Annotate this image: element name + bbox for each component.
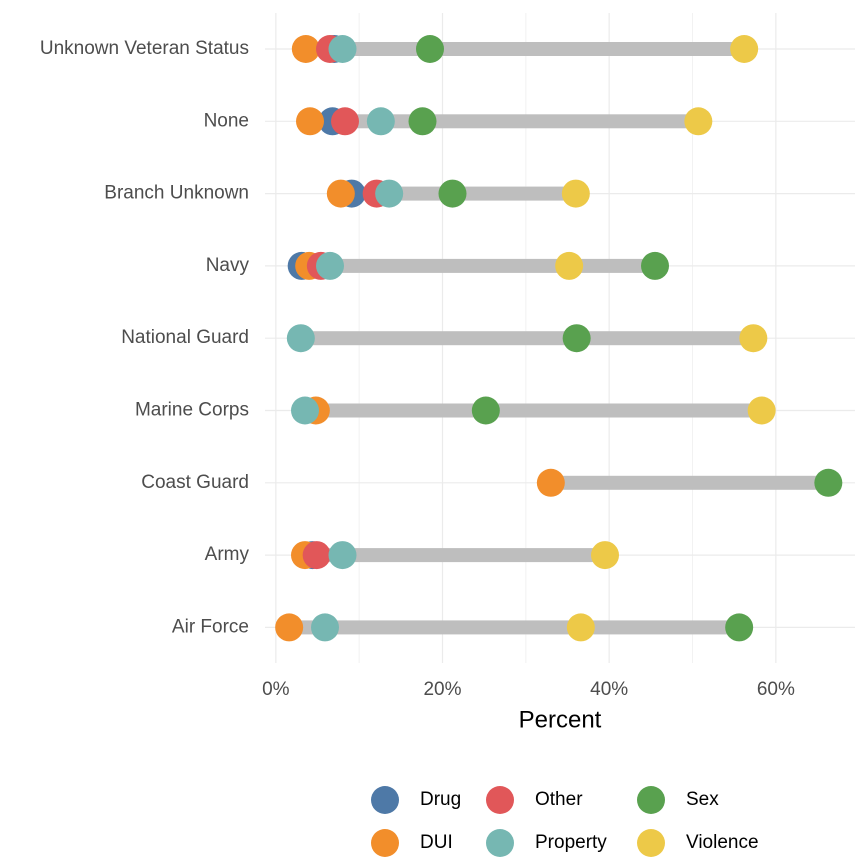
legend-swatch [486, 829, 514, 857]
dot [747, 396, 776, 425]
dot [328, 541, 357, 570]
dot [328, 35, 357, 63]
y-tick-label: Army [205, 544, 250, 565]
y-tick-label: Coast Guard [141, 472, 249, 493]
dot [326, 179, 355, 208]
legend-swatch [486, 786, 514, 814]
dot [562, 324, 591, 353]
legend-item: Other [486, 786, 583, 814]
x-tick-label: 60% [757, 679, 795, 700]
range-bar [305, 42, 745, 56]
dot [591, 541, 619, 570]
range-bar [310, 114, 699, 129]
legend-label: DUI [420, 832, 453, 853]
dot [302, 541, 331, 570]
x-axis-title: Percent [519, 706, 602, 733]
range-bar [305, 403, 762, 418]
legend-swatch [637, 829, 665, 857]
y-tick-label: Branch Unknown [104, 183, 249, 204]
dot [408, 107, 437, 136]
y-tick-label: Air Force [172, 616, 249, 637]
range-bar [289, 620, 740, 635]
dot [275, 613, 304, 642]
dot [311, 613, 339, 642]
legend-item: Violence [637, 829, 759, 857]
legend-item: DUI [371, 829, 453, 857]
dot [331, 107, 359, 136]
dot [471, 396, 500, 425]
dot [814, 468, 843, 497]
dot [536, 468, 565, 497]
legend-label: Property [535, 832, 607, 853]
legend-swatch [371, 786, 399, 814]
x-tick-label: 40% [590, 679, 628, 700]
dot [641, 251, 669, 280]
dot [561, 179, 590, 208]
dot [730, 35, 759, 63]
dot [684, 107, 713, 136]
legend-label: Other [535, 789, 583, 810]
legend-swatch [637, 786, 665, 814]
y-tick-label: None [204, 110, 249, 131]
x-tick-label: 0% [262, 679, 290, 700]
dot [366, 107, 395, 136]
dot [725, 613, 754, 642]
legend-label: Violence [686, 832, 759, 853]
range-bar [301, 258, 655, 273]
dot [566, 613, 595, 642]
dot [296, 107, 324, 136]
dot [375, 179, 404, 208]
dot [416, 35, 444, 63]
range-bar [550, 475, 829, 490]
legend-item: Drug [371, 786, 461, 814]
legend-label: Drug [420, 789, 461, 810]
range-bar [300, 331, 754, 346]
dot [555, 251, 584, 280]
legend-label: Sex [686, 789, 719, 810]
x-tick-label: 20% [423, 679, 461, 700]
legend-item: Property [486, 829, 607, 857]
y-tick-label: National Guard [121, 327, 249, 348]
dot [291, 396, 319, 425]
dot [438, 179, 467, 208]
y-tick-label: Navy [206, 255, 250, 276]
dot [316, 251, 344, 280]
dot [291, 35, 320, 63]
legend-swatch [371, 829, 399, 857]
y-tick-label: Marine Corps [135, 400, 249, 421]
dot [739, 324, 768, 353]
range-bar [305, 548, 605, 563]
dot [286, 324, 315, 353]
legend-item: Sex [637, 786, 719, 814]
y-tick-label: Unknown Veteran Status [40, 38, 249, 59]
